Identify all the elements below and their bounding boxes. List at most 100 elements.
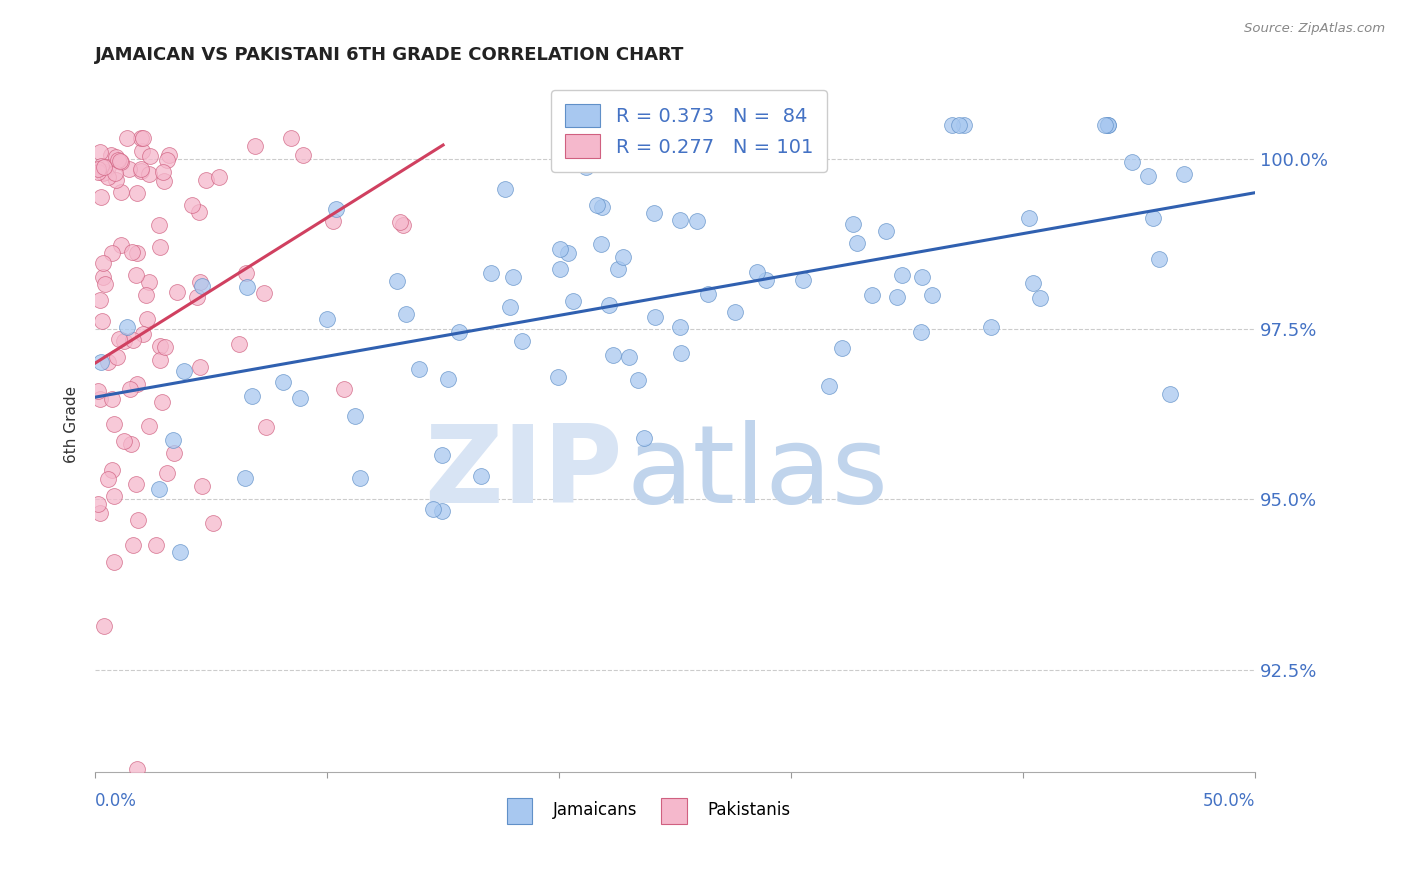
- Point: [617, 351, 640, 365]
- FancyBboxPatch shape: [661, 797, 686, 824]
- Point: [91, 166, 114, 180]
- Point: [110, 153, 132, 168]
- Point: [152, 174, 174, 188]
- Point: [90, 159, 112, 173]
- Point: [90, 190, 112, 204]
- Point: [495, 182, 517, 196]
- Point: [100, 148, 122, 162]
- Point: [388, 214, 411, 228]
- Point: [135, 288, 157, 302]
- Point: [322, 213, 344, 227]
- Point: [344, 409, 367, 423]
- Point: [1142, 211, 1164, 225]
- Point: [941, 118, 963, 132]
- Point: [162, 433, 184, 447]
- Point: [557, 246, 579, 260]
- Point: [669, 319, 692, 334]
- Point: [90, 354, 112, 368]
- Point: [910, 325, 932, 339]
- Point: [148, 482, 170, 496]
- Point: [107, 153, 129, 167]
- Text: Source: ZipAtlas.com: Source: ZipAtlas.com: [1244, 22, 1385, 36]
- Point: [602, 348, 624, 362]
- Point: [271, 376, 294, 390]
- Point: [86, 384, 108, 398]
- Point: [349, 471, 371, 485]
- Point: [163, 446, 186, 460]
- Point: [612, 250, 634, 264]
- Point: [886, 290, 908, 304]
- Point: [470, 468, 492, 483]
- Point: [245, 139, 267, 153]
- Point: [112, 434, 135, 448]
- Point: [288, 392, 311, 406]
- Point: [155, 153, 177, 168]
- Point: [1121, 155, 1143, 169]
- Point: [149, 240, 172, 254]
- Point: [325, 202, 347, 216]
- Point: [103, 417, 125, 431]
- Point: [422, 501, 444, 516]
- Point: [724, 305, 747, 319]
- Point: [156, 467, 179, 481]
- Point: [745, 265, 768, 279]
- Legend: R = 0.373   N =  84, R = 0.277   N = 101: R = 0.373 N = 84, R = 0.277 N = 101: [551, 90, 827, 171]
- Point: [89, 392, 111, 407]
- Point: [188, 275, 211, 289]
- Point: [548, 242, 571, 256]
- Point: [437, 372, 460, 386]
- Point: [148, 218, 170, 232]
- Point: [94, 165, 117, 179]
- Point: [89, 145, 111, 159]
- Point: [125, 268, 148, 283]
- Point: [953, 118, 976, 132]
- Point: [575, 160, 598, 174]
- Point: [120, 382, 142, 396]
- Point: [911, 270, 934, 285]
- Point: [139, 149, 162, 163]
- Point: [129, 131, 152, 145]
- Point: [103, 489, 125, 503]
- Point: [101, 463, 124, 477]
- Point: [138, 275, 160, 289]
- Point: [150, 395, 173, 409]
- Point: [117, 131, 139, 145]
- Point: [124, 477, 146, 491]
- Text: 50.0%: 50.0%: [1202, 792, 1256, 811]
- Point: [479, 266, 502, 280]
- Point: [561, 293, 583, 308]
- Point: [387, 275, 409, 289]
- Point: [93, 160, 115, 174]
- Point: [1094, 118, 1116, 132]
- Point: [432, 504, 454, 518]
- Point: [125, 763, 148, 777]
- Point: [1029, 292, 1052, 306]
- Point: [121, 244, 143, 259]
- Point: [125, 186, 148, 200]
- Point: [104, 172, 127, 186]
- Point: [591, 237, 613, 252]
- Point: [152, 165, 174, 179]
- Point: [93, 619, 115, 633]
- Point: [208, 170, 231, 185]
- Point: [122, 333, 145, 347]
- Point: [136, 312, 159, 326]
- Point: [875, 224, 897, 238]
- Point: [280, 131, 302, 145]
- Point: [449, 325, 471, 339]
- Point: [252, 286, 274, 301]
- Point: [499, 300, 522, 314]
- Text: atlas: atlas: [626, 420, 889, 526]
- Point: [94, 277, 117, 291]
- Point: [157, 148, 180, 162]
- Point: [97, 471, 120, 485]
- Point: [792, 272, 814, 286]
- Point: [921, 287, 943, 301]
- Point: [191, 479, 214, 493]
- Point: [121, 437, 143, 451]
- Point: [108, 332, 131, 346]
- Point: [395, 307, 418, 321]
- Point: [696, 287, 718, 301]
- Point: [110, 185, 132, 199]
- Point: [110, 237, 132, 252]
